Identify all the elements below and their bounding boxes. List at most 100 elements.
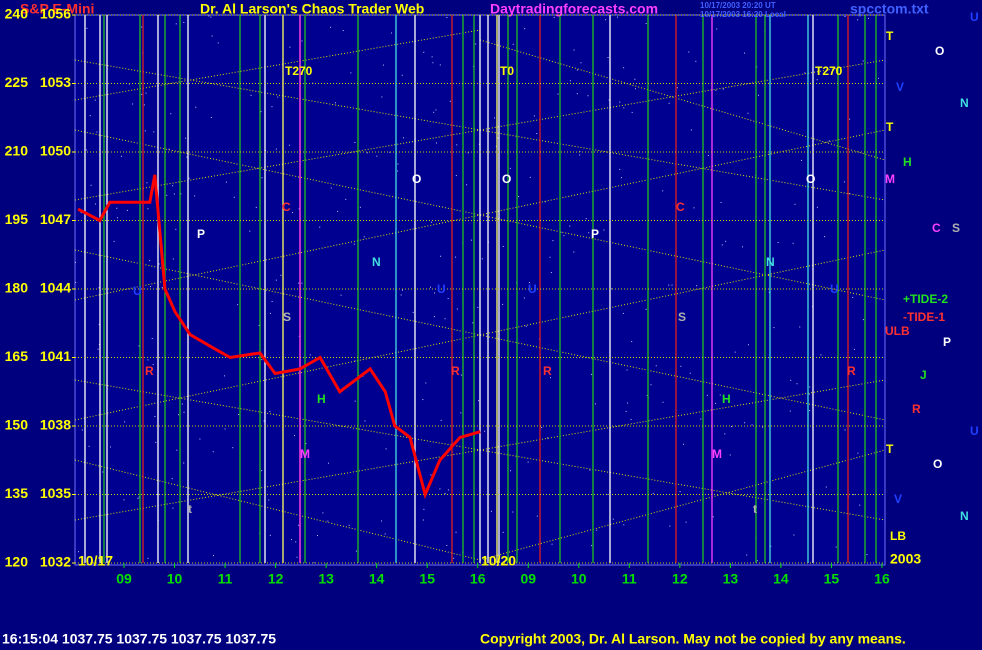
star — [696, 285, 698, 287]
copyright: Copyright 2003, Dr. Al Larson. May not b… — [480, 631, 906, 647]
star — [397, 170, 399, 172]
star — [292, 211, 294, 213]
star — [195, 106, 197, 108]
annotation: t — [188, 502, 192, 516]
star — [792, 242, 794, 244]
star — [512, 43, 514, 45]
quote: 16:15:04 1037.75 1037.75 1037.75 1037.75 — [2, 631, 276, 647]
star — [444, 318, 446, 320]
annotation: H — [317, 392, 326, 406]
star — [213, 555, 215, 557]
x-tick-label: 13 — [723, 571, 739, 587]
star — [853, 348, 855, 350]
x-tick-label: 11 — [622, 571, 637, 587]
star — [430, 474, 432, 476]
star — [288, 144, 290, 146]
annotation: P — [943, 335, 951, 349]
star — [852, 296, 854, 298]
star — [158, 263, 160, 265]
star — [172, 258, 174, 260]
star — [866, 554, 868, 556]
star — [533, 115, 535, 117]
star — [277, 96, 279, 98]
star — [725, 240, 727, 242]
star — [579, 150, 581, 152]
annotation: O — [412, 172, 421, 186]
star — [848, 193, 850, 195]
y-tick-label: 1038 — [40, 417, 71, 433]
star — [268, 499, 270, 501]
star — [298, 335, 300, 337]
star — [804, 72, 806, 74]
star — [800, 159, 802, 161]
star — [81, 429, 83, 431]
star — [587, 95, 589, 97]
annotation: M — [300, 447, 310, 461]
star — [722, 88, 724, 90]
star — [98, 287, 100, 289]
star — [650, 384, 652, 386]
star — [773, 327, 775, 329]
star — [510, 470, 512, 472]
star — [124, 421, 126, 423]
star — [490, 510, 492, 512]
star — [550, 377, 552, 379]
star — [330, 26, 332, 28]
star — [770, 545, 772, 547]
star — [619, 168, 621, 170]
star — [693, 207, 695, 209]
star — [662, 401, 664, 403]
star — [376, 155, 378, 157]
annotation: T270 — [285, 64, 313, 78]
star — [446, 544, 448, 546]
star — [319, 226, 321, 228]
star — [342, 30, 344, 32]
star — [816, 206, 818, 208]
star — [116, 217, 118, 219]
star — [175, 23, 177, 25]
annotation: S — [952, 221, 960, 235]
star — [94, 99, 96, 101]
star — [524, 28, 526, 30]
star — [502, 246, 504, 248]
star — [716, 28, 718, 30]
star — [573, 49, 575, 51]
annotation: V — [894, 492, 902, 506]
star — [353, 243, 355, 245]
star — [120, 155, 122, 157]
star — [456, 308, 458, 310]
annotation: +TIDE-2 — [903, 292, 948, 306]
star — [366, 152, 368, 154]
star — [576, 69, 578, 71]
star — [747, 344, 749, 346]
star — [168, 148, 170, 150]
star — [422, 519, 424, 521]
y-tick-label: 1056 — [40, 6, 71, 22]
annotation: N — [960, 509, 969, 523]
star — [756, 66, 758, 68]
star — [634, 88, 636, 90]
star — [631, 341, 633, 343]
star — [232, 447, 234, 449]
star — [502, 303, 504, 305]
star — [132, 103, 134, 105]
star — [470, 239, 472, 241]
star — [625, 410, 627, 412]
annotation: R — [451, 364, 460, 378]
star — [700, 418, 702, 420]
star — [86, 27, 88, 29]
star — [796, 383, 798, 385]
annotation: H — [722, 392, 731, 406]
star — [95, 203, 97, 205]
star — [88, 445, 90, 447]
y2-tick-label: 195 — [5, 211, 29, 227]
star — [472, 322, 474, 324]
star — [295, 541, 297, 543]
star — [731, 426, 733, 428]
star — [298, 282, 300, 284]
star — [89, 115, 91, 117]
star — [497, 137, 499, 139]
star — [432, 62, 434, 64]
star — [145, 92, 147, 94]
